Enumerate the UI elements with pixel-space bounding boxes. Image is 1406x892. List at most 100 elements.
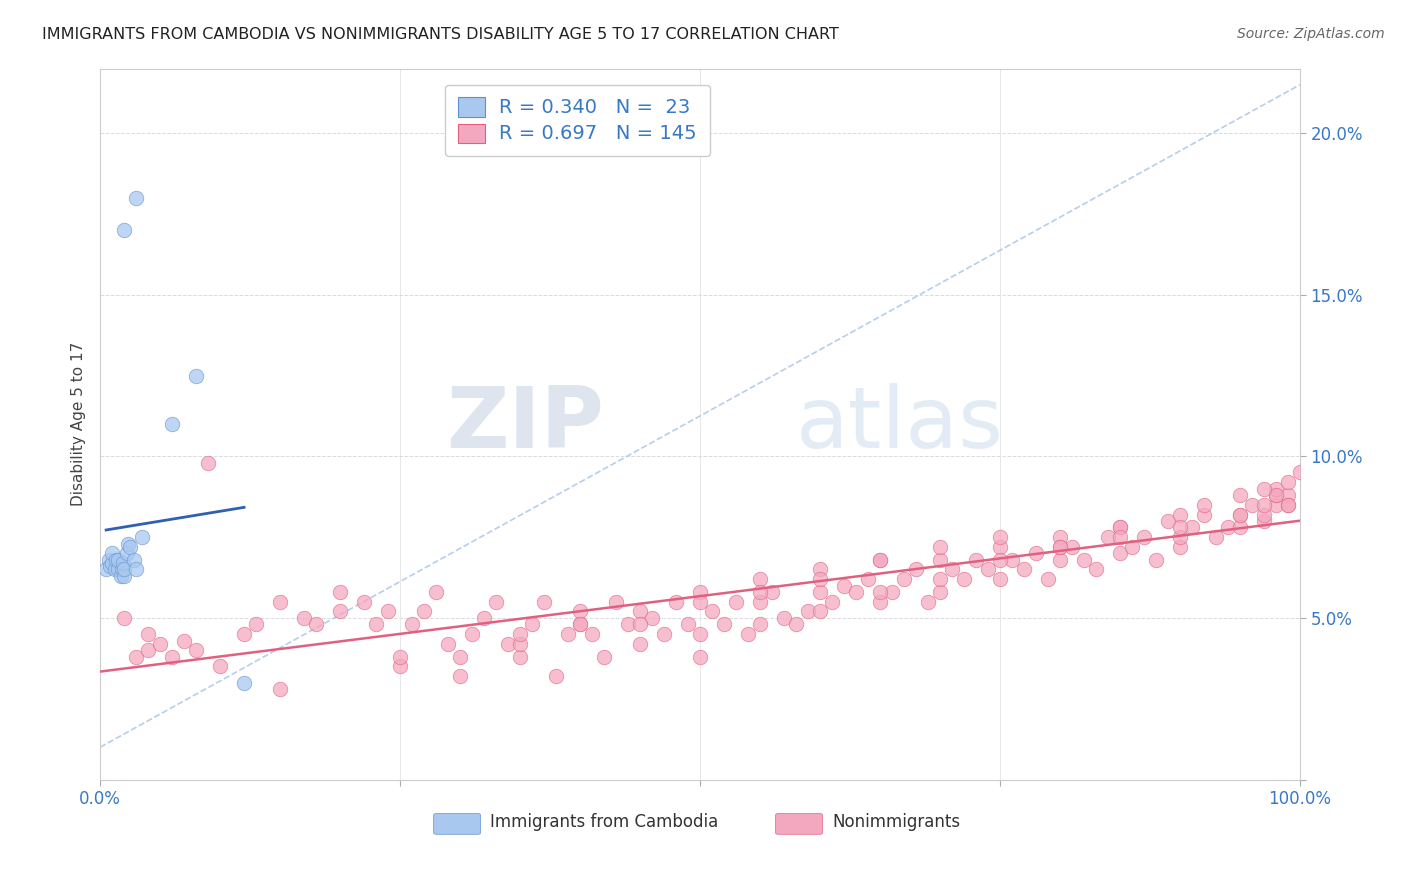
- Point: [425, 585, 447, 599]
- Point: [1097, 530, 1119, 544]
- Point: [988, 572, 1011, 586]
- Point: [785, 617, 807, 632]
- Point: [569, 617, 592, 632]
- Point: [665, 595, 688, 609]
- Point: [107, 553, 129, 567]
- Point: [1265, 488, 1288, 502]
- Point: [1121, 540, 1143, 554]
- Point: [689, 595, 711, 609]
- Point: [808, 604, 831, 618]
- Point: [1109, 530, 1132, 544]
- Point: [1277, 475, 1299, 490]
- Point: [749, 572, 772, 586]
- Point: [377, 604, 399, 618]
- Point: [628, 617, 651, 632]
- Point: [1168, 530, 1191, 544]
- Point: [869, 585, 891, 599]
- Point: [1181, 520, 1204, 534]
- Point: [808, 572, 831, 586]
- Text: Immigrants from Cambodia: Immigrants from Cambodia: [491, 814, 718, 831]
- Point: [1265, 482, 1288, 496]
- Point: [1192, 508, 1215, 522]
- Point: [761, 585, 783, 599]
- Point: [1049, 540, 1071, 554]
- Point: [557, 627, 579, 641]
- Point: [329, 585, 352, 599]
- Point: [713, 617, 735, 632]
- Point: [1216, 520, 1239, 534]
- Point: [509, 649, 531, 664]
- Point: [929, 553, 952, 567]
- Point: [103, 562, 125, 576]
- Point: [821, 595, 844, 609]
- Point: [329, 604, 352, 618]
- Point: [988, 530, 1011, 544]
- Point: [593, 649, 616, 664]
- Point: [449, 669, 471, 683]
- Point: [544, 669, 567, 683]
- Point: [110, 569, 132, 583]
- Point: [869, 553, 891, 567]
- Point: [1049, 540, 1071, 554]
- Point: [160, 417, 183, 431]
- Point: [1073, 553, 1095, 567]
- Point: [389, 649, 412, 664]
- Text: IMMIGRANTS FROM CAMBODIA VS NONIMMIGRANTS DISABILITY AGE 5 TO 17 CORRELATION CHA: IMMIGRANTS FROM CAMBODIA VS NONIMMIGRANT…: [42, 27, 839, 42]
- Point: [1025, 546, 1047, 560]
- Point: [437, 637, 460, 651]
- Point: [292, 611, 315, 625]
- Text: atlas: atlas: [796, 383, 1004, 466]
- Point: [1253, 514, 1275, 528]
- Point: [509, 637, 531, 651]
- Point: [269, 681, 291, 696]
- Point: [1049, 530, 1071, 544]
- Point: [1109, 546, 1132, 560]
- Point: [628, 604, 651, 618]
- Point: [101, 556, 124, 570]
- Point: [569, 604, 592, 618]
- Point: [1229, 508, 1251, 522]
- Point: [725, 595, 748, 609]
- Point: [617, 617, 640, 632]
- Point: [845, 585, 868, 599]
- Point: [389, 659, 412, 673]
- Point: [461, 627, 484, 641]
- Point: [112, 611, 135, 625]
- Point: [1012, 562, 1035, 576]
- Point: [737, 627, 759, 641]
- Point: [953, 572, 976, 586]
- Point: [209, 659, 232, 673]
- Point: [1253, 482, 1275, 496]
- Text: Source: ZipAtlas.com: Source: ZipAtlas.com: [1237, 27, 1385, 41]
- Point: [269, 595, 291, 609]
- Point: [832, 579, 855, 593]
- Point: [641, 611, 664, 625]
- Point: [136, 643, 159, 657]
- Point: [988, 540, 1011, 554]
- Point: [125, 191, 148, 205]
- Point: [917, 595, 939, 609]
- Point: [797, 604, 820, 618]
- Point: [184, 643, 207, 657]
- Point: [111, 556, 134, 570]
- Point: [1192, 498, 1215, 512]
- Point: [1205, 530, 1227, 544]
- Point: [1277, 498, 1299, 512]
- Point: [136, 627, 159, 641]
- Point: [941, 562, 963, 576]
- Point: [700, 604, 723, 618]
- Point: [1229, 488, 1251, 502]
- Point: [125, 649, 148, 664]
- Point: [98, 559, 121, 574]
- Point: [107, 562, 129, 576]
- Point: [1060, 540, 1083, 554]
- Point: [628, 637, 651, 651]
- FancyBboxPatch shape: [776, 814, 823, 834]
- Point: [1109, 520, 1132, 534]
- Point: [533, 595, 555, 609]
- Point: [869, 595, 891, 609]
- Text: ZIP: ZIP: [446, 383, 605, 466]
- Point: [749, 617, 772, 632]
- Point: [605, 595, 627, 609]
- Point: [581, 627, 603, 641]
